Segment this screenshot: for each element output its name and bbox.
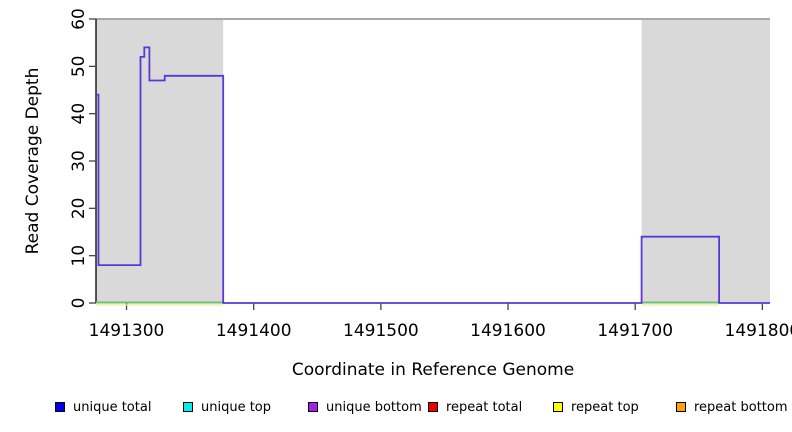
y-tick-label: 40 <box>69 103 89 125</box>
y-tick-label: 20 <box>69 198 89 220</box>
y-tick-label: 50 <box>69 56 89 78</box>
y-tick-label: 10 <box>69 245 89 267</box>
axis-ticks: 1491300 1491400 1491500 1491600 1491700 14918… <box>69 8 792 341</box>
legend-label-repeat-top: repeat top <box>571 399 639 415</box>
legend-label-repeat-bottom: repeat bottom <box>694 399 788 415</box>
y-tick-label: 60 <box>69 8 89 30</box>
x-tick-label: 1491500 <box>343 321 419 341</box>
legend-item-repeat-total: repeat total <box>428 398 522 416</box>
legend-swatch-repeat-total <box>428 402 438 412</box>
repeat-region-2 <box>641 20 770 303</box>
x-tick-label: 1491300 <box>89 321 165 341</box>
y-axis-title: Read Coverage Depth <box>23 68 43 255</box>
x-tick-label: 1491400 <box>216 321 292 341</box>
legend-label-unique-total: unique total <box>73 399 152 415</box>
y-tick-label: 0 <box>69 298 89 309</box>
legend-item-repeat-top: repeat top <box>553 398 639 416</box>
x-axis-title: Coordinate in Reference Genome <box>292 360 574 380</box>
y-tick-label: 30 <box>69 150 89 172</box>
coverage-line <box>96 46 770 304</box>
coverage-depth-line <box>96 46 770 304</box>
legend-item-unique-bottom: unique bottom <box>308 398 422 416</box>
legend-label-repeat-total: repeat total <box>446 399 523 415</box>
zero-coverage-markers <box>96 301 720 306</box>
repeat-region-1 <box>96 20 224 303</box>
legend: unique total unique top unique bottom repea… <box>0 398 792 422</box>
legend-item-unique-total: unique total <box>55 398 151 416</box>
legend-swatch-repeat-top <box>553 402 563 412</box>
legend-swatch-repeat-bottom <box>676 402 686 412</box>
x-tick-label: 1491700 <box>597 321 673 341</box>
repeat-region-shading <box>96 20 770 303</box>
x-tick-label: 1491600 <box>470 321 546 341</box>
legend-item-unique-top: unique top <box>183 398 271 416</box>
legend-label-unique-bottom: unique bottom <box>326 399 422 415</box>
legend-swatch-unique-bottom <box>308 402 318 412</box>
legend-item-repeat-bottom: repeat bottom <box>676 398 788 416</box>
legend-swatch-unique-total <box>55 402 65 412</box>
legend-label-unique-top: unique top <box>201 399 272 415</box>
legend-swatch-unique-top <box>183 402 193 412</box>
